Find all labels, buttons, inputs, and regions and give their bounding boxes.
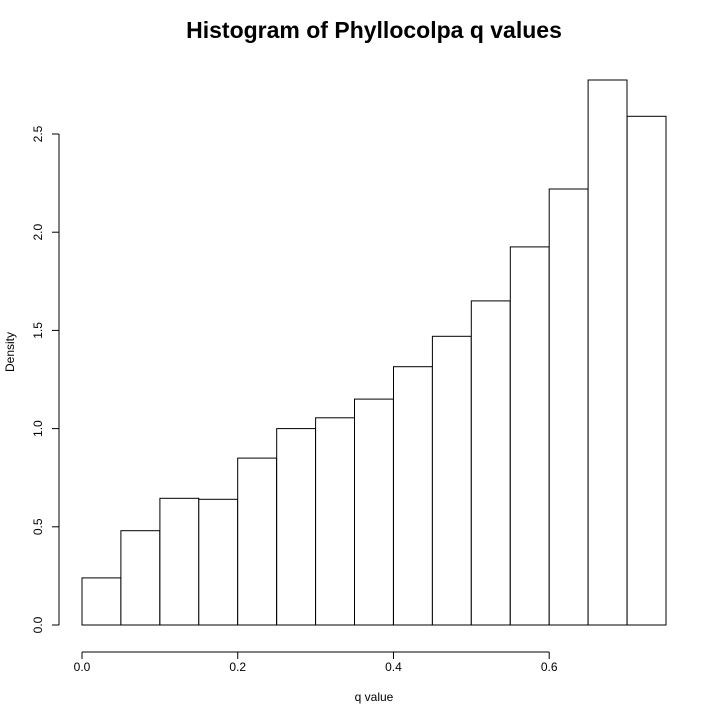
x-tick-label-1: 0.2 bbox=[229, 660, 246, 674]
histogram-bar-8 bbox=[393, 366, 433, 626]
bars-group bbox=[81, 79, 667, 626]
histogram-bar-13 bbox=[587, 79, 628, 626]
y-tick-label-3: 1.5 bbox=[31, 322, 45, 339]
histogram-bar-5 bbox=[276, 428, 317, 626]
histogram-bar-14 bbox=[626, 115, 667, 626]
y-tick-label-1: 0.5 bbox=[31, 518, 45, 535]
y-tick-label-2: 1.0 bbox=[31, 420, 45, 437]
histogram-bar-12 bbox=[548, 188, 589, 626]
histogram-bar-9 bbox=[431, 335, 472, 626]
y-tick-label-0: 0.0 bbox=[31, 616, 45, 633]
histogram-bar-2 bbox=[159, 497, 200, 626]
histogram-bar-7 bbox=[354, 398, 394, 626]
x-tick-label-2: 0.4 bbox=[385, 660, 402, 674]
y-tick-label-5: 2.5 bbox=[31, 125, 45, 142]
x-tick-label-3: 0.6 bbox=[541, 660, 558, 674]
histogram-bar-4 bbox=[237, 457, 278, 626]
x-axis-label: q value bbox=[355, 690, 394, 704]
y-axis-label: Density bbox=[3, 332, 17, 372]
histogram-bar-0 bbox=[81, 577, 122, 626]
y-tick-label-4: 2.0 bbox=[31, 224, 45, 241]
x-axis: 0.0 0.2 0.4 0.6 bbox=[74, 651, 558, 674]
histogram-bar-6 bbox=[315, 417, 356, 626]
y-axis: 0.0 0.5 1.0 1.5 2.0 2.5 bbox=[31, 125, 60, 633]
chart-title: Histogram of Phyllocolpa q values bbox=[186, 17, 562, 43]
histogram-bar-11 bbox=[509, 246, 550, 626]
histogram-bar-3 bbox=[198, 498, 239, 626]
x-tick-label-0: 0.0 bbox=[74, 660, 91, 674]
histogram-bar-10 bbox=[470, 300, 511, 626]
histogram-bar-1 bbox=[120, 530, 161, 626]
